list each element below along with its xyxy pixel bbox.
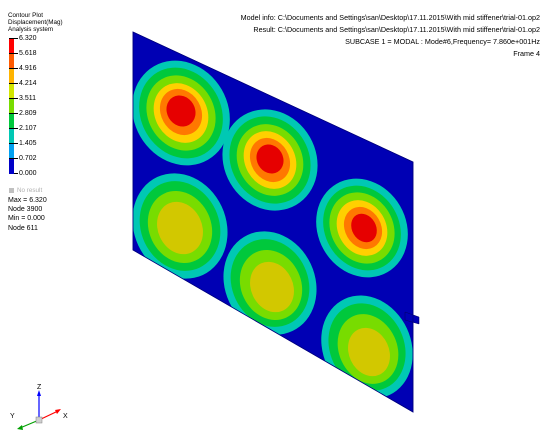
- legend-title: Contour Plot: [8, 12, 44, 19]
- legend-color-swatch: [9, 38, 14, 54]
- legend-level: 6.320: [8, 34, 70, 54]
- legend-level: 3.511: [8, 94, 70, 114]
- legend-value: 2.107: [19, 124, 37, 132]
- legend-value: 6.320: [19, 34, 37, 42]
- y-axis-arrow-icon: [17, 425, 23, 430]
- legend-stats: Max = 6.320 Node 3900 Min = 0.000 Node 6…: [8, 196, 47, 233]
- legend-level: 2.107: [8, 124, 70, 144]
- legend-level: 0.702: [8, 154, 70, 174]
- legend-no-result: No result: [8, 187, 70, 195]
- legend-level: 5.618: [8, 49, 70, 69]
- min-node: Node 611: [8, 224, 38, 232]
- contour-hotspot-top-left: [133, 60, 230, 166]
- legend-scale: 6.320 5.618 4.916 4.214 3.511 2.809 2.107 1.405…: [8, 35, 70, 185]
- result-line: Result: C:\Documents and Settings\san\De…: [253, 25, 540, 34]
- legend-system: Analysis system: [8, 26, 54, 34]
- legend-value: 0.702: [19, 154, 37, 162]
- legend-tick: [9, 128, 18, 130]
- legend-color-swatch: [9, 98, 14, 114]
- legend-color-swatch: [9, 128, 14, 144]
- legend-level: 2.809: [8, 109, 70, 129]
- no-result-swatch: [9, 188, 14, 193]
- contour-hotspot-bottom-middle: [223, 231, 317, 335]
- contour-hotspot-bottom-left: [133, 173, 228, 279]
- legend-level: 0.000: [8, 170, 70, 178]
- stiffener-edge: [404, 311, 420, 325]
- contour-hotspot-top-right: [316, 178, 408, 278]
- no-result-label: No result: [17, 187, 43, 194]
- legend-value: 5.618: [19, 49, 37, 57]
- legend-value: 1.405: [19, 139, 37, 147]
- x-axis-label: X: [63, 413, 68, 420]
- result-info: Model info: C:\Documents and Settings\sa…: [241, 12, 540, 60]
- legend-value: 0.000: [19, 169, 37, 177]
- legend-tick: [9, 53, 18, 55]
- legend-color-swatch: [9, 143, 14, 159]
- legend-color-swatch: [9, 83, 14, 99]
- legend-value: 3.511: [19, 94, 36, 102]
- legend-color-swatch: [9, 68, 14, 84]
- min-value: Min = 0.000: [8, 215, 45, 223]
- legend-tick: [9, 38, 18, 40]
- legend-value: 2.809: [19, 109, 37, 117]
- legend-value: 4.916: [19, 64, 37, 72]
- legend-tick: [9, 143, 18, 145]
- legend-value: 4.214: [19, 79, 37, 87]
- contour-legend[interactable]: Contour Plot Displacement(Mag) Analysis …: [8, 12, 70, 194]
- x-axis-arrow-icon: [55, 409, 61, 414]
- legend-tick: [9, 98, 18, 100]
- axis-triad[interactable]: Z Y X: [6, 380, 76, 432]
- legend-color-swatch: [9, 113, 14, 129]
- subcase-line: SUBCASE 1 = MODAL : Mode#6,Frequency= 7.…: [345, 37, 540, 46]
- legend-level: 4.214: [8, 79, 70, 99]
- triad-origin: [35, 416, 43, 424]
- z-axis-arrow-icon: [37, 390, 41, 396]
- frame-line: Frame 4: [513, 49, 540, 58]
- legend-tick: [9, 173, 18, 175]
- model-info-line: Model info: C:\Documents and Settings\sa…: [240, 13, 540, 22]
- contour-hotspot-top-middle: [222, 109, 318, 211]
- y-axis-label: Y: [10, 413, 15, 420]
- contour-hotspot-bottom-right: [321, 295, 413, 399]
- legend-color-swatch: [9, 53, 14, 69]
- legend-tick: [9, 83, 18, 85]
- legend-tick: [9, 68, 18, 70]
- max-node: Node 3900: [8, 206, 43, 214]
- z-axis-label: Z: [37, 384, 42, 391]
- legend-level: 4.916: [8, 64, 70, 84]
- legend-result-type: Displacement(Mag): [8, 19, 63, 27]
- legend-level: 1.405: [8, 139, 70, 159]
- legend-tick: [9, 113, 18, 115]
- legend-color-swatch: [9, 158, 14, 174]
- max-value: Max = 6.320: [8, 197, 47, 204]
